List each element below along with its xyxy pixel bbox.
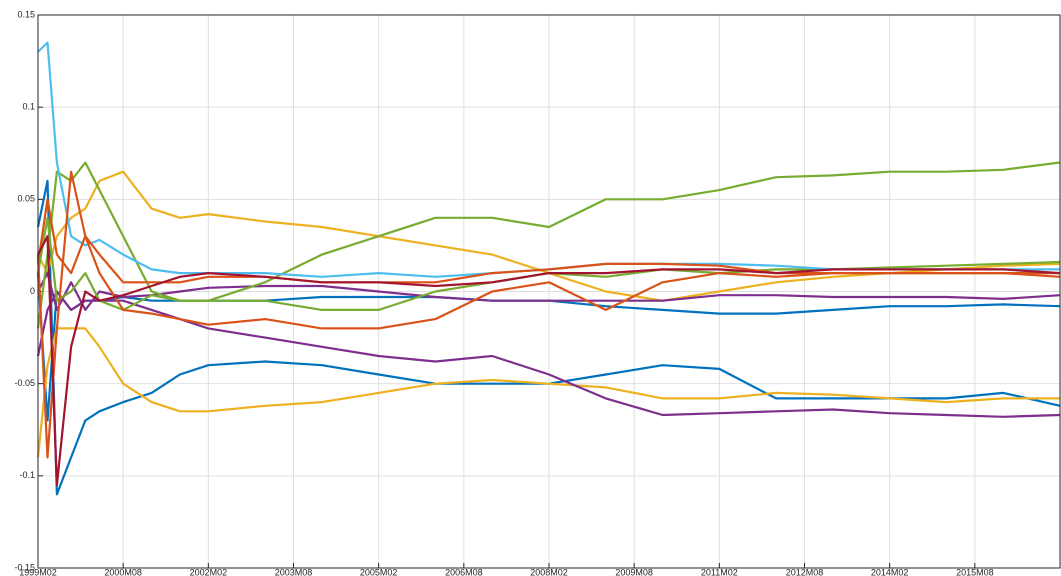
series-line xyxy=(36,161,1061,329)
y-tick-label: 0.15 xyxy=(17,9,35,19)
series-line xyxy=(36,290,1061,418)
series-line xyxy=(37,272,1061,311)
y-tick-label: -0.1 xyxy=(19,470,35,480)
y-tick-label: -0.15 xyxy=(14,562,35,572)
plot-frame xyxy=(37,14,1061,569)
x-tick-label: 2012M08 xyxy=(786,567,824,576)
x-tick-label: 2008M02 xyxy=(530,567,568,576)
x-tick-label: 2011M02 xyxy=(701,567,738,576)
x-tick-label: 2009M08 xyxy=(615,567,653,576)
y-tick-label: 0.05 xyxy=(17,194,35,204)
y-tick-label: -0.05 xyxy=(14,378,35,388)
x-tick-label: 2002M02 xyxy=(190,567,228,576)
x-tick-label: 2015M08 xyxy=(956,567,994,576)
series-line xyxy=(36,327,1060,458)
x-tick-label: 2003M08 xyxy=(275,567,313,576)
x-tick-label: 2014M02 xyxy=(871,567,909,576)
x-tick-label: 2006M08 xyxy=(445,567,483,576)
y-tick-label: 0.1 xyxy=(22,102,35,112)
y-tick-label: 0 xyxy=(30,286,35,296)
series-line xyxy=(36,179,1061,496)
x-tick-label: 2000M08 xyxy=(104,567,142,576)
x-tick-label: 2005M02 xyxy=(360,567,398,576)
series-line xyxy=(37,235,1061,487)
x-tick-label: 1999M02 xyxy=(19,567,57,576)
